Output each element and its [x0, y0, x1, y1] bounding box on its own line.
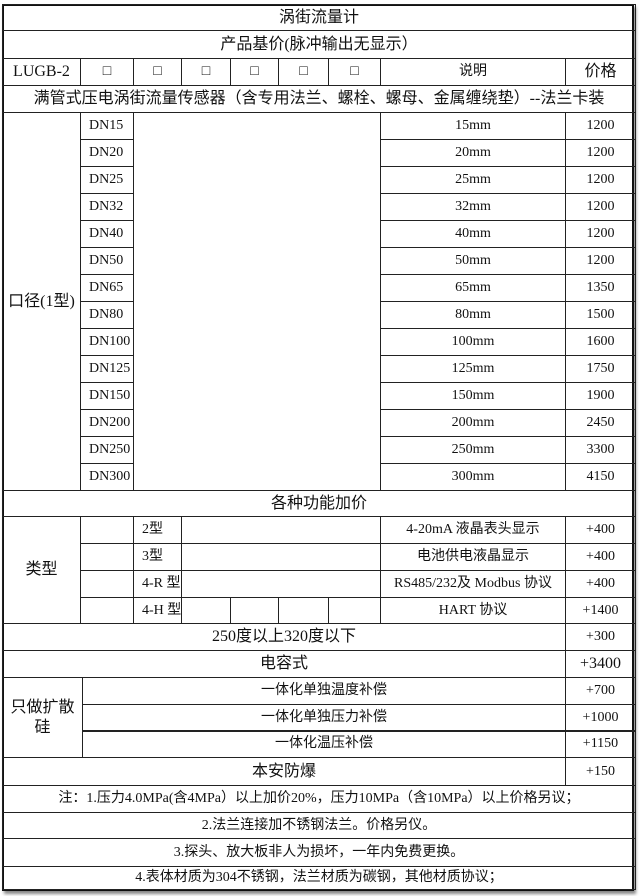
type-description: RS485/232及 Modbus 协议 — [380, 570, 566, 598]
note-line: 4.表体材质为304不锈钢，法兰材质为碳钢，其他材质协议； — [2, 866, 636, 890]
caliber-description: 200mm — [380, 409, 566, 437]
caliber-price: 1200 — [565, 247, 636, 275]
blank-cell — [278, 597, 329, 624]
type-description: 4-20mA 液晶表头显示 — [380, 516, 566, 544]
caliber-price: 1350 — [565, 274, 636, 302]
caliber-price: 1600 — [565, 328, 636, 356]
caliber-price: 1200 — [565, 220, 636, 248]
caliber-description: 25mm — [380, 166, 566, 194]
caliber-dn: DN50 — [80, 247, 134, 275]
caliber-price: 1750 — [565, 355, 636, 383]
caliber-description: 150mm — [380, 382, 566, 410]
blank-cell — [181, 570, 381, 598]
caliber-description: 15mm — [380, 112, 566, 140]
caliber-description: 32mm — [380, 193, 566, 221]
caliber-description: 20mm — [380, 139, 566, 167]
option-checkbox: □ — [328, 58, 381, 86]
type-price: +1400 — [565, 597, 636, 624]
compensation-description: 一体化单独温度补偿 — [82, 677, 566, 705]
blank-area — [133, 112, 381, 491]
blank-cell — [80, 570, 134, 598]
caliber-dn: DN125 — [80, 355, 134, 383]
caliber-dn: DN25 — [80, 166, 134, 194]
blank-cell — [80, 543, 134, 571]
type-price: +400 — [565, 543, 636, 571]
caliber-dn: DN15 — [80, 112, 134, 140]
compensation-description: 一体化温压补偿 — [82, 730, 566, 758]
blank-cell — [80, 597, 134, 624]
caliber-dn: DN100 — [80, 328, 134, 356]
blank-cell — [181, 597, 231, 624]
caliber-dn: DN300 — [80, 463, 134, 491]
caliber-label: 口径(1型) — [2, 112, 81, 491]
high-temp-price: +300 — [565, 623, 636, 651]
caliber-price: 1200 — [565, 166, 636, 194]
caliber-price: 1200 — [565, 139, 636, 167]
table-title: 涡街流量计 — [2, 4, 636, 31]
caliber-dn: DN200 — [80, 409, 134, 437]
caliber-price: 1200 — [565, 112, 636, 140]
caliber-dn: DN40 — [80, 220, 134, 248]
caliber-dn: DN20 — [80, 139, 134, 167]
compensation-price: +1000 — [565, 704, 636, 732]
blank-cell — [230, 597, 279, 624]
model-code: LUGB-2 — [2, 58, 81, 86]
caliber-price: 1900 — [565, 382, 636, 410]
caliber-description: 300mm — [380, 463, 566, 491]
high-temp-description: 250度以上320度以下 — [2, 623, 566, 651]
options-heading: 各种功能加价 — [2, 490, 636, 517]
note-line: 2.法兰连接加不锈钢法兰。价格另仪。 — [2, 812, 636, 839]
option-checkbox: □ — [230, 58, 279, 86]
option-checkbox: □ — [133, 58, 182, 86]
caliber-price: 3300 — [565, 436, 636, 464]
explosion-proof-price: +150 — [565, 757, 636, 786]
blank-cell — [80, 516, 134, 544]
caliber-dn: DN250 — [80, 436, 134, 464]
description-header: 说明 — [380, 58, 566, 86]
price-header: 价格 — [565, 58, 636, 86]
type-name: 4-H 型 — [133, 597, 182, 624]
diffused-silicon-label: 只做扩散硅 — [2, 677, 83, 758]
capacitive-description: 电容式 — [2, 650, 566, 678]
blank-cell — [181, 516, 381, 544]
caliber-price: 2450 — [565, 409, 636, 437]
caliber-dn: DN150 — [80, 382, 134, 410]
compensation-description: 一体化单独压力补偿 — [82, 704, 566, 732]
caliber-price: 1200 — [565, 193, 636, 221]
option-checkbox: □ — [80, 58, 134, 86]
note-line: 3.探头、放大板非人为损坏，一年内免费更换。 — [2, 838, 636, 867]
compensation-price: +1150 — [565, 730, 636, 758]
type-name: 4-R 型 — [133, 570, 182, 598]
caliber-description: 50mm — [380, 247, 566, 275]
caliber-price: 1500 — [565, 301, 636, 329]
caliber-dn: DN32 — [80, 193, 134, 221]
type-name: 2型 — [133, 516, 182, 544]
caliber-dn: DN65 — [80, 274, 134, 302]
base-price-heading: 产品基价(脉冲输出无显示） — [2, 30, 636, 59]
type-description: 电池供电液晶显示 — [380, 543, 566, 571]
caliber-dn: DN80 — [80, 301, 134, 329]
caliber-description: 100mm — [380, 328, 566, 356]
option-checkbox: □ — [278, 58, 329, 86]
type-label: 类型 — [2, 516, 81, 624]
type-description: HART 协议 — [380, 597, 566, 624]
blank-cell — [181, 543, 381, 571]
caliber-description: 80mm — [380, 301, 566, 329]
explosion-proof-description: 本安防爆 — [2, 757, 566, 786]
option-checkbox: □ — [181, 58, 231, 86]
note-line: 注：1.压力4.0MPa(含4MPa）以上加价20%，压力10MPa（含10MP… — [2, 785, 636, 813]
caliber-description: 125mm — [380, 355, 566, 383]
type-price: +400 — [565, 516, 636, 544]
capacitive-price: +3400 — [565, 650, 636, 678]
compensation-price: +700 — [565, 677, 636, 705]
caliber-description: 40mm — [380, 220, 566, 248]
price-table — [2, 4, 634, 891]
caliber-price: 4150 — [565, 463, 636, 491]
type-price: +400 — [565, 570, 636, 598]
sensor-description: 满管式压电涡街流量传感器（含专用法兰、螺栓、螺母、金属缠绕垫）--法兰卡装 — [2, 85, 636, 113]
caliber-description: 65mm — [380, 274, 566, 302]
type-name: 3型 — [133, 543, 182, 571]
caliber-description: 250mm — [380, 436, 566, 464]
blank-cell — [328, 597, 381, 624]
